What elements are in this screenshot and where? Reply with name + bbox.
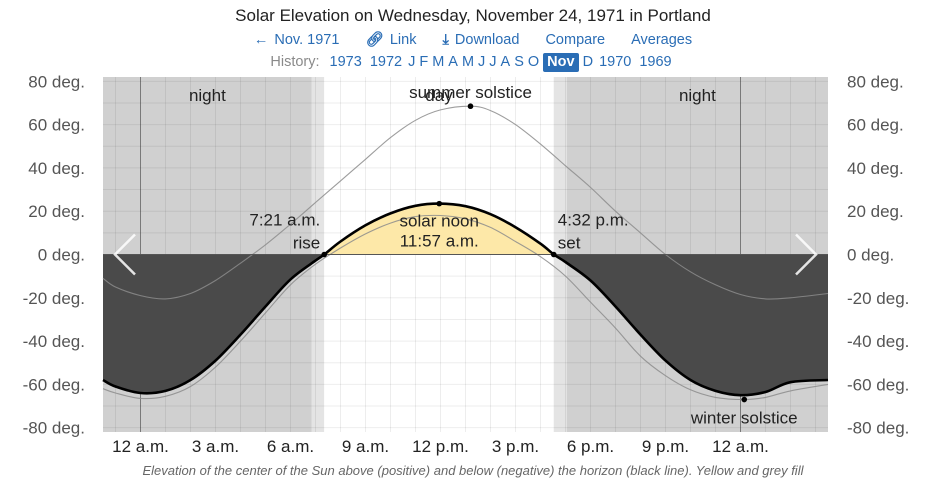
y-tick-label-right: -40 deg. (847, 332, 909, 351)
history-item-a[interactable]: A (500, 54, 511, 70)
history-item-m[interactable]: M (432, 54, 445, 70)
history-item-d[interactable]: D (582, 54, 594, 70)
history-nav: History: 1973 1972 J F M A M J J A S O Nov D 1970 1969 (0, 53, 946, 72)
history-item-m[interactable]: M (461, 54, 475, 70)
chart-nav: ← Nov. 1971 🔗︎ Link ⤓ Download Compare Aver… (0, 31, 946, 48)
period-label-night: night (189, 86, 226, 105)
sunrise-time-label: 7:21 a.m. (249, 211, 320, 230)
x-tick-label: 9 p.m. (642, 437, 689, 456)
solar-noon-label: solar noon (400, 212, 479, 231)
marker-dot (321, 251, 328, 258)
link-label: Link (389, 32, 417, 48)
marker-dot (550, 251, 557, 258)
series-line-summer-solstice (102, 105, 829, 300)
prev-month-link[interactable]: ← Nov. 1971 (254, 32, 340, 48)
history-item-1973[interactable]: 1973 (329, 54, 362, 70)
page-title: Solar Elevation on Wednesday, November 2… (235, 6, 711, 25)
x-tick-label: 6 p.m. (567, 437, 614, 456)
marker-dot (467, 103, 474, 110)
y-tick-label-left: -20 deg. (23, 289, 85, 308)
period-label-night: night (679, 86, 716, 105)
history-item-o[interactable]: O (527, 54, 540, 70)
link-button[interactable]: 🔗︎ Link (365, 32, 416, 48)
compare-link[interactable]: Compare (545, 32, 606, 48)
history-label: History: (270, 54, 320, 70)
y-tick-label-left: 0 deg. (38, 246, 85, 265)
series-line-winter-solstice (102, 214, 829, 401)
history-item-s[interactable]: S (514, 54, 524, 70)
x-tick-label: 12 p.m. (412, 437, 469, 456)
y-tick-label-left: 80 deg. (28, 72, 85, 91)
solar-noon-time: 11:57 a.m. (400, 232, 479, 251)
y-tick-label-left: -40 deg. (23, 332, 85, 351)
summer-solstice-label: summer solstice (409, 83, 532, 102)
period-label-day: day (425, 86, 453, 105)
winter-solstice-label: winter solstice (690, 409, 798, 428)
x-tick-label: 3 a.m. (192, 437, 239, 456)
x-tick-label: 12 a.m. (112, 437, 169, 456)
x-tick-label: 3 p.m. (492, 437, 539, 456)
history-item-1969[interactable]: 1969 (639, 54, 672, 70)
y-tick-label-left: 20 deg. (28, 202, 85, 221)
history-items: 1973 1972 J F M A M J J A S O Nov D 1970 1969 (326, 53, 676, 72)
marker-dot (436, 200, 443, 207)
history-item-nov[interactable]: Nov (543, 53, 579, 72)
x-tick-label: 6 a.m. (267, 437, 314, 456)
chevron-right-icon[interactable] (795, 233, 818, 276)
history-item-j[interactable]: J (408, 54, 416, 70)
prev-month-label: Nov. 1971 (274, 32, 340, 48)
x-tick-label: 9 a.m. (342, 437, 389, 456)
download-label: Download (454, 32, 520, 48)
history-item-j[interactable]: J (478, 54, 486, 70)
y-tick-label-left: -60 deg. (23, 375, 85, 394)
series-line-day (102, 202, 829, 397)
link-icon: 🔗︎ (365, 32, 384, 48)
y-tick-label-right: 0 deg. (847, 246, 894, 265)
sunset-label: set (558, 234, 581, 253)
y-tick-label-right: 60 deg. (847, 116, 904, 135)
y-tick-label-right: 20 deg. (847, 202, 904, 221)
averages-link[interactable]: Averages (631, 32, 693, 48)
y-tick-label-right: 80 deg. (847, 72, 904, 91)
y-tick-label-right: -60 deg. (847, 375, 909, 394)
history-item-f[interactable]: F (419, 54, 429, 70)
y-tick-label-right: -80 deg. (847, 419, 909, 438)
x-tick-label: 12 a.m. (712, 437, 769, 456)
download-icon: ⤓ (442, 32, 449, 48)
marker-dot (741, 396, 748, 403)
y-tick-label-right: -20 deg. (847, 289, 909, 308)
history-item-1972[interactable]: 1972 (369, 54, 403, 70)
below-horizon-fill (103, 254, 828, 396)
history-item-a[interactable]: A (448, 54, 458, 70)
sunset-time-label: 4:32 p.m. (558, 211, 629, 230)
sunrise-label: rise (293, 234, 320, 253)
arrow-left-icon: ← (253, 32, 269, 48)
history-item-j[interactable]: J (489, 54, 497, 70)
y-tick-label-left: -80 deg. (23, 419, 85, 438)
history-item-1970[interactable]: 1970 (599, 54, 632, 70)
y-tick-label-right: 40 deg. (847, 159, 904, 178)
daylight-fill (103, 203, 828, 255)
download-button[interactable]: ⤓ Download (443, 32, 520, 48)
chevron-left-icon[interactable] (113, 233, 136, 276)
y-tick-label-left: 60 deg. (28, 116, 85, 135)
y-tick-label-left: 40 deg. (28, 159, 85, 178)
